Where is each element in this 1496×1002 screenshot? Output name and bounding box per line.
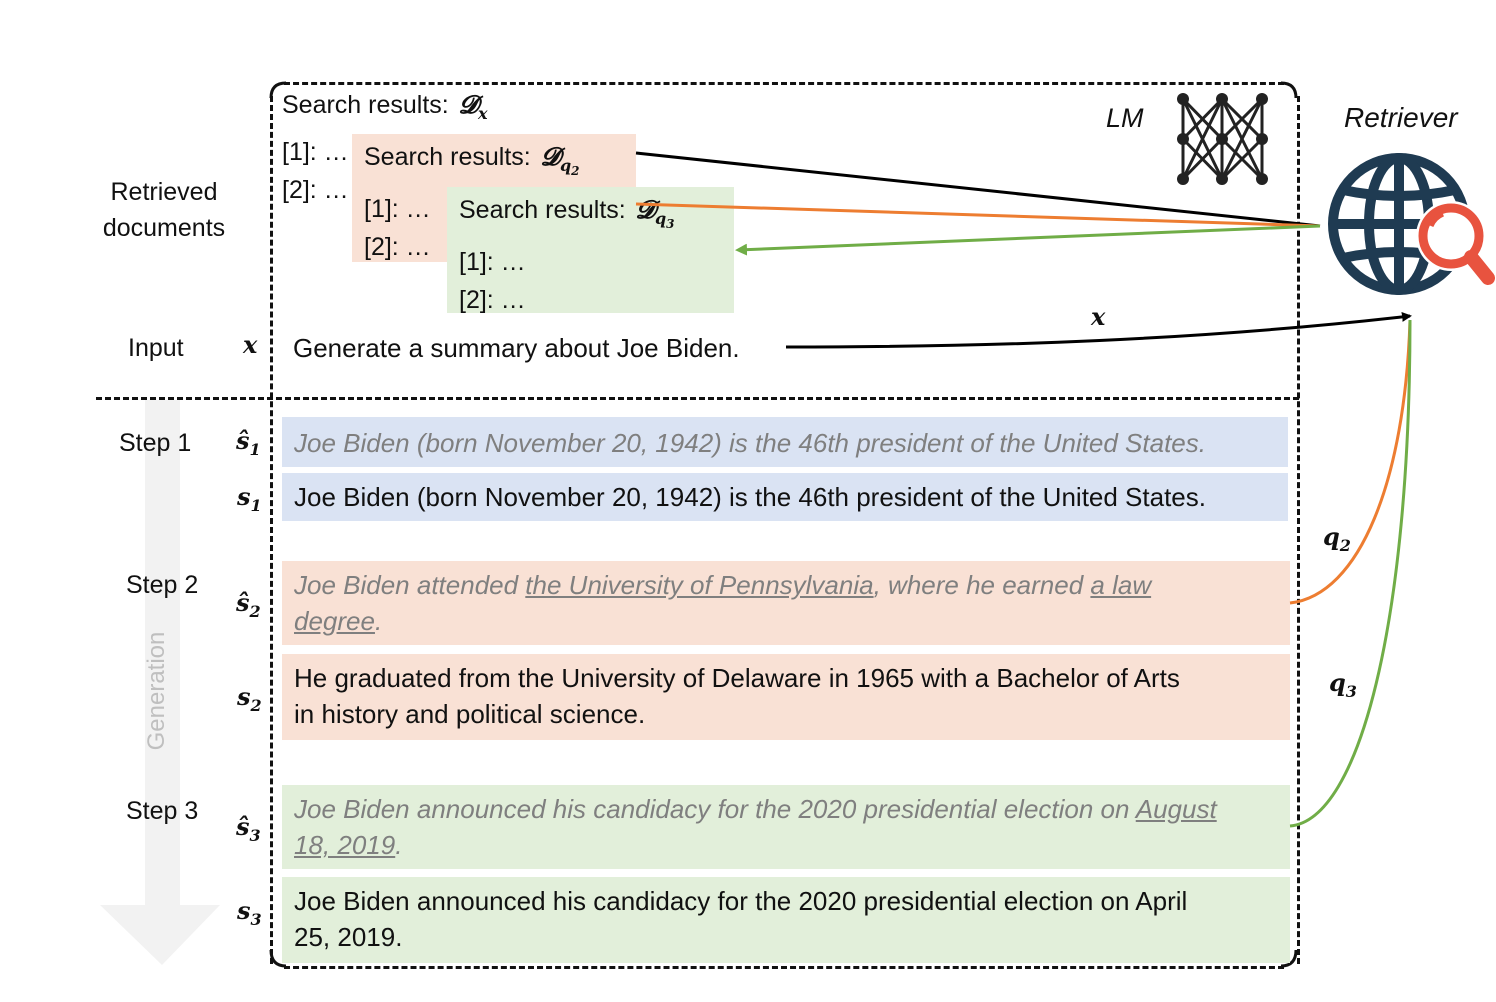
- step3-label: Step 3: [126, 797, 199, 825]
- edge-retriever-to-dq2: [635, 202, 1321, 228]
- step2-final-row: He graduated from the University of Dela…: [282, 654, 1290, 740]
- search-results-q3: Search results: 𝓓q3 [1]: … [2]: …: [447, 187, 734, 314]
- lm-box-bottom-border: [284, 966, 1284, 969]
- section-divider: [96, 397, 1299, 400]
- lm-box-corners: [269, 81, 1298, 968]
- step1-draft-row: Joe Biden (born November 20, 1942) is th…: [282, 417, 1288, 467]
- neural-network-icon: [1177, 93, 1268, 185]
- retrieved-documents-label: Retrieved documents: [102, 178, 226, 242]
- lm-box-top-border: [284, 82, 1284, 85]
- input-symbol: x: [243, 330, 258, 359]
- edge-q3: [1289, 319, 1412, 828]
- step1-final-row: Joe Biden (born November 20, 1942) is th…: [282, 473, 1288, 521]
- step3-final-row: Joe Biden announced his candidacy for th…: [282, 877, 1290, 963]
- s-2-symbol: s2: [237, 682, 262, 715]
- edge-input-to-retriever: [785, 311, 1412, 349]
- edge-retriever-to-dq3: [735, 224, 1321, 256]
- retriever-label: Retriever: [1344, 102, 1458, 133]
- lm-label: LM: [1106, 103, 1144, 133]
- s-hat-2-symbol: ŝ2: [236, 588, 261, 621]
- edge-q2: [1289, 319, 1412, 605]
- s-hat-3-symbol: ŝ3: [236, 812, 261, 845]
- input-text: Generate a summary about Joe Biden.: [293, 333, 740, 363]
- search-results-x: Search results: 𝓓x [1]: … [2]: …: [282, 90, 488, 204]
- step1-label: Step 1: [119, 429, 192, 457]
- step3-draft-row: Joe Biden announced his candidacy for th…: [282, 785, 1290, 869]
- step2-draft-row: Joe Biden attended the University of Pen…: [282, 561, 1290, 645]
- input-label: Input: [128, 334, 184, 362]
- generation-arrow: [100, 400, 220, 965]
- s-1-symbol: s1: [237, 482, 262, 515]
- globe-search-icon: [1328, 153, 1495, 295]
- edge-label-x: x: [1091, 302, 1106, 331]
- s-3-symbol: s3: [237, 896, 262, 929]
- lm-box-left-border: [270, 96, 273, 964]
- s-hat-1-symbol: ŝ1: [236, 426, 261, 459]
- edge-retriever-to-dx: [635, 151, 1321, 228]
- step2-label: Step 2: [126, 571, 199, 599]
- lm-box-right-border: [1297, 96, 1300, 964]
- edge-label-q2: q2: [1323, 522, 1351, 555]
- edge-label-q3: q3: [1329, 668, 1357, 701]
